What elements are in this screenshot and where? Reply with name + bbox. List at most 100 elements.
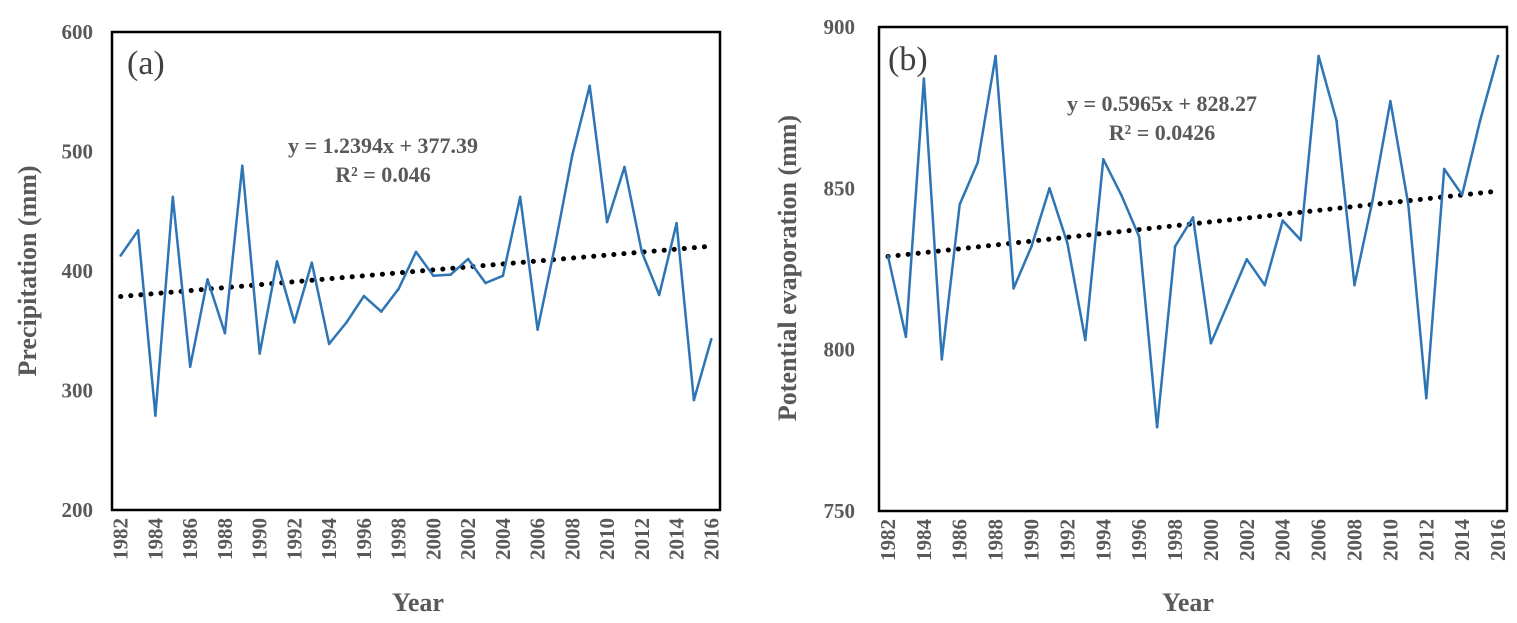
data-point-a-1990	[258, 352, 261, 355]
data-point-b-1983	[904, 335, 908, 339]
data-point-a-2001	[449, 273, 453, 276]
data-point-b-1989	[1012, 287, 1015, 290]
x-tick-label-a: 2010	[595, 518, 619, 560]
x-tick-label-b: 2008	[1342, 519, 1366, 561]
data-point-a-2015	[692, 398, 696, 402]
data-point-a-1987	[206, 278, 209, 281]
data-point-b-1984	[922, 77, 926, 80]
x-tick-label-a: 2016	[699, 518, 723, 560]
data-point-a-1999	[414, 250, 418, 254]
data-point-b-1993	[1084, 338, 1087, 342]
data-point-a-2002	[466, 257, 470, 261]
y-axis-title-b: Potential evaporation (mm)	[773, 115, 802, 421]
trendline-a	[118, 243, 714, 299]
data-point-b-2010	[1389, 99, 1392, 103]
data-point-b-2005	[1299, 238, 1302, 242]
data-point-b-1995	[1119, 193, 1123, 197]
data-point-b-2007	[1335, 119, 1338, 122]
data-points-b	[886, 54, 1500, 429]
data-point-a-1986	[188, 365, 192, 368]
x-tick-label-a: 1994	[317, 518, 341, 561]
trend-equation-a: y = 1.2394x + 377.39	[288, 133, 478, 158]
data-point-a-2000	[432, 274, 435, 278]
y-tick-label-a: 600	[62, 20, 94, 44]
data-point-b-1985	[940, 358, 944, 361]
data-point-a-1991	[275, 260, 279, 263]
data-point-a-1982	[119, 254, 122, 257]
x-tick-label-b: 1986	[948, 519, 972, 561]
data-point-b-2006	[1317, 54, 1320, 58]
x-tick-label-b: 1992	[1055, 519, 1079, 561]
data-point-a-2013	[657, 293, 661, 297]
x-tick-label-b: 1988	[984, 519, 1008, 561]
data-point-a-1985	[171, 195, 175, 199]
data-point-a-2005	[518, 195, 522, 199]
data-point-a-2011	[623, 165, 626, 169]
x-tick-label-b: 2000	[1199, 519, 1223, 561]
data-point-a-1997	[379, 310, 383, 313]
chart-b: 750 800 850 900 1982 1984 1986 1988 1990 1992 199…	[773, 15, 1510, 617]
chart-a: 200 300 400 500 600 1982 1984 1986 1988 1990 1992…	[13, 20, 723, 617]
x-tick-label-b: 1984	[912, 519, 936, 562]
y-tick-label-b: 800	[824, 338, 856, 362]
plot-frame-a	[110, 30, 722, 512]
data-point-b-2015	[1478, 119, 1482, 122]
x-tick-label-b: 1996	[1127, 519, 1151, 561]
data-point-b-2000	[1209, 341, 1213, 345]
y-tick-label-a: 500	[62, 140, 94, 164]
panel-label-a: (a)	[127, 45, 165, 82]
panel-label-b: (b)	[888, 41, 928, 78]
x-tick-label-a: 1988	[213, 518, 237, 560]
data-points-a	[119, 84, 713, 417]
x-tick-label-b: 2006	[1307, 519, 1331, 561]
y-tick-label-a: 200	[62, 498, 94, 522]
data-point-a-1988	[223, 331, 227, 335]
plot-frame-b	[877, 25, 1509, 513]
r-squared-b: R² = 0.0426	[1109, 120, 1216, 145]
data-point-b-1982	[886, 254, 890, 258]
x-tick-label-b: 2010	[1378, 519, 1402, 561]
data-point-a-2012	[640, 250, 644, 254]
data-point-a-1993	[310, 261, 314, 264]
data-point-a-2007	[553, 244, 557, 248]
y-ticks-b: 750 800 850 900	[824, 15, 856, 523]
y-tick-label-a: 300	[62, 379, 94, 403]
x-tick-label-b: 1998	[1163, 519, 1187, 561]
x-tick-label-b: 2014	[1450, 519, 1474, 562]
x-tick-label-b: 2016	[1486, 519, 1510, 561]
x-tick-label-a: 1996	[352, 518, 376, 560]
data-point-b-2012	[1424, 396, 1428, 400]
x-axis-title-a: Year	[392, 588, 444, 617]
data-point-a-1984	[154, 414, 157, 417]
data-point-a-2008	[571, 153, 574, 157]
data-point-a-2010	[605, 220, 609, 224]
y-tick-label-a: 400	[62, 259, 94, 283]
data-point-b-1987	[976, 161, 979, 164]
data-point-a-2014	[675, 221, 678, 225]
x-tick-label-b: 1990	[1020, 519, 1044, 561]
data-point-b-1990	[1030, 245, 1033, 248]
x-tick-label-a: 2008	[560, 518, 584, 560]
trend-equation-b: y = 0.5965x + 828.27	[1067, 91, 1257, 116]
x-tick-label-b: 2002	[1235, 519, 1259, 561]
data-point-b-1997	[1155, 425, 1159, 429]
data-point-a-1992	[293, 321, 296, 324]
data-point-a-1998	[397, 287, 400, 291]
x-tick-label-a: 1990	[248, 518, 272, 560]
data-point-b-1986	[958, 203, 962, 206]
data-point-a-2004	[501, 274, 505, 278]
data-point-b-2003	[1263, 283, 1267, 287]
y-tick-label-b: 750	[824, 499, 856, 523]
x-tick-label-a: 2012	[630, 518, 654, 560]
data-point-a-1983	[136, 229, 140, 232]
x-axis-title-b: Year	[1162, 588, 1214, 617]
x-tick-label-a: 2006	[526, 518, 550, 560]
data-point-b-2013	[1442, 167, 1446, 171]
data-point-b-1988	[994, 54, 997, 58]
data-point-b-1994	[1101, 157, 1105, 161]
data-point-b-2016	[1496, 54, 1500, 58]
data-point-a-2009	[588, 84, 592, 88]
x-tick-label-a: 1982	[109, 518, 133, 560]
data-point-a-1994	[327, 342, 331, 346]
